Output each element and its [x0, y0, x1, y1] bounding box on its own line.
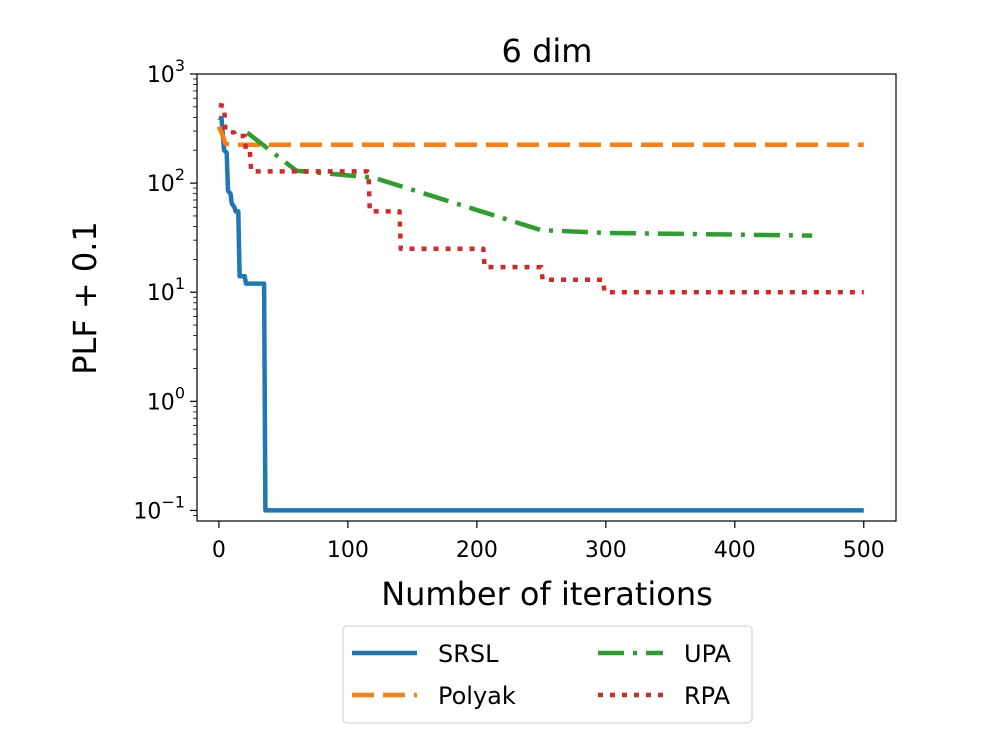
legend-label-rpa: RPA [684, 682, 731, 710]
legend-label-upa: UPA [684, 640, 732, 668]
y-axis-label: PLF + 0.1 [66, 221, 104, 375]
x-axis-label: Number of iterations [381, 575, 713, 613]
legend: SRSL Polyak UPA RPA [342, 625, 753, 724]
x-axis-ticks: 0 100 200 300 400 500 [212, 521, 885, 563]
y-axis-ticks: 10−1 100 101 102 103 [133, 56, 197, 524]
chart-title: 6 dim [502, 32, 593, 70]
x-tick-label: 400 [714, 538, 756, 563]
series-layer [216, 102, 864, 513]
x-tick-label: 500 [843, 538, 885, 563]
x-tick-label: 200 [456, 538, 498, 563]
y-tick-label: 10−1 [133, 492, 185, 524]
series-line-polyak [216, 125, 864, 147]
legend-label-srsl: SRSL [438, 640, 499, 668]
y-tick-label: 101 [147, 274, 185, 306]
x-tick-label: 300 [585, 538, 627, 563]
x-tick-label: 0 [212, 538, 226, 563]
legend-frame [342, 625, 753, 724]
series-line-srsl [217, 115, 864, 513]
y-tick-label: 103 [147, 56, 185, 88]
series-line-rpa [218, 102, 864, 295]
x-tick-label: 100 [327, 538, 369, 563]
y-tick-label: 100 [147, 383, 185, 415]
legend-label-polyak: Polyak [438, 682, 516, 710]
y-tick-label: 102 [147, 165, 185, 197]
series-line-upa [245, 130, 813, 238]
